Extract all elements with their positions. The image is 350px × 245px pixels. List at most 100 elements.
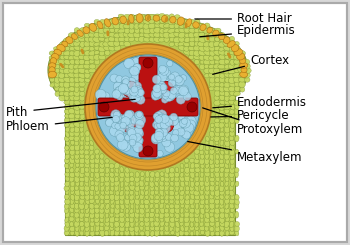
Ellipse shape — [149, 28, 155, 34]
Ellipse shape — [160, 172, 164, 176]
Ellipse shape — [219, 100, 225, 105]
Circle shape — [172, 76, 182, 85]
Circle shape — [114, 113, 124, 123]
Ellipse shape — [224, 51, 229, 56]
Ellipse shape — [215, 176, 220, 182]
Ellipse shape — [174, 180, 180, 187]
Ellipse shape — [218, 33, 225, 40]
Ellipse shape — [170, 221, 175, 227]
Ellipse shape — [180, 185, 184, 191]
Circle shape — [130, 139, 139, 148]
Ellipse shape — [70, 197, 74, 205]
Ellipse shape — [150, 185, 154, 191]
Ellipse shape — [63, 37, 71, 42]
Ellipse shape — [108, 46, 115, 51]
Ellipse shape — [97, 21, 103, 29]
Ellipse shape — [78, 37, 85, 42]
Ellipse shape — [74, 139, 79, 146]
Ellipse shape — [109, 163, 114, 169]
Ellipse shape — [57, 44, 65, 52]
Ellipse shape — [94, 42, 101, 46]
Ellipse shape — [165, 167, 169, 173]
Ellipse shape — [78, 68, 85, 73]
Ellipse shape — [90, 176, 93, 181]
Ellipse shape — [207, 27, 212, 33]
Ellipse shape — [164, 37, 169, 42]
Circle shape — [122, 79, 129, 85]
Ellipse shape — [175, 230, 180, 236]
Ellipse shape — [104, 182, 110, 186]
Ellipse shape — [214, 100, 220, 106]
Ellipse shape — [130, 177, 134, 182]
Ellipse shape — [110, 207, 114, 213]
Ellipse shape — [160, 225, 164, 231]
Ellipse shape — [94, 20, 100, 25]
Ellipse shape — [200, 216, 204, 222]
Circle shape — [171, 134, 178, 142]
Text: Metaxylem: Metaxylem — [188, 142, 302, 163]
Ellipse shape — [194, 211, 200, 218]
Ellipse shape — [205, 194, 209, 200]
Ellipse shape — [175, 193, 180, 200]
Ellipse shape — [219, 91, 225, 96]
Circle shape — [95, 54, 201, 160]
Ellipse shape — [114, 185, 119, 191]
Ellipse shape — [54, 81, 60, 87]
Ellipse shape — [210, 208, 215, 213]
Ellipse shape — [208, 74, 215, 78]
Ellipse shape — [145, 230, 150, 236]
Ellipse shape — [114, 230, 119, 236]
Circle shape — [134, 91, 141, 98]
Circle shape — [126, 110, 135, 119]
Ellipse shape — [229, 73, 236, 78]
Ellipse shape — [145, 225, 150, 231]
Ellipse shape — [123, 14, 131, 20]
Ellipse shape — [55, 69, 60, 73]
Circle shape — [181, 118, 188, 124]
Ellipse shape — [229, 131, 235, 136]
Ellipse shape — [220, 177, 224, 181]
Ellipse shape — [159, 212, 164, 219]
Ellipse shape — [185, 189, 189, 195]
Circle shape — [117, 120, 128, 131]
Ellipse shape — [79, 212, 84, 218]
Ellipse shape — [70, 140, 75, 145]
Ellipse shape — [64, 186, 69, 191]
Ellipse shape — [99, 167, 104, 173]
Ellipse shape — [110, 168, 114, 172]
Circle shape — [153, 93, 160, 100]
Ellipse shape — [90, 149, 93, 155]
Ellipse shape — [204, 23, 210, 28]
Ellipse shape — [100, 185, 104, 191]
Ellipse shape — [169, 167, 174, 173]
Ellipse shape — [228, 64, 236, 69]
Ellipse shape — [103, 41, 111, 46]
Circle shape — [156, 90, 163, 96]
Ellipse shape — [160, 176, 164, 182]
Ellipse shape — [89, 145, 94, 150]
Circle shape — [162, 93, 169, 99]
Ellipse shape — [135, 190, 139, 196]
Ellipse shape — [225, 130, 230, 137]
Ellipse shape — [180, 225, 184, 232]
Ellipse shape — [225, 185, 229, 191]
Ellipse shape — [219, 190, 224, 195]
Ellipse shape — [112, 17, 118, 25]
Ellipse shape — [115, 190, 119, 196]
Ellipse shape — [120, 208, 124, 212]
Ellipse shape — [94, 208, 99, 213]
Ellipse shape — [228, 77, 235, 84]
Ellipse shape — [195, 203, 199, 209]
Ellipse shape — [209, 28, 215, 33]
Circle shape — [133, 136, 143, 146]
Ellipse shape — [130, 181, 134, 186]
Circle shape — [134, 115, 142, 123]
Ellipse shape — [190, 168, 195, 173]
Ellipse shape — [198, 41, 205, 47]
Ellipse shape — [135, 180, 139, 186]
Ellipse shape — [65, 46, 70, 51]
Ellipse shape — [135, 220, 139, 227]
Circle shape — [130, 66, 139, 76]
Ellipse shape — [205, 230, 210, 236]
Circle shape — [155, 91, 163, 99]
